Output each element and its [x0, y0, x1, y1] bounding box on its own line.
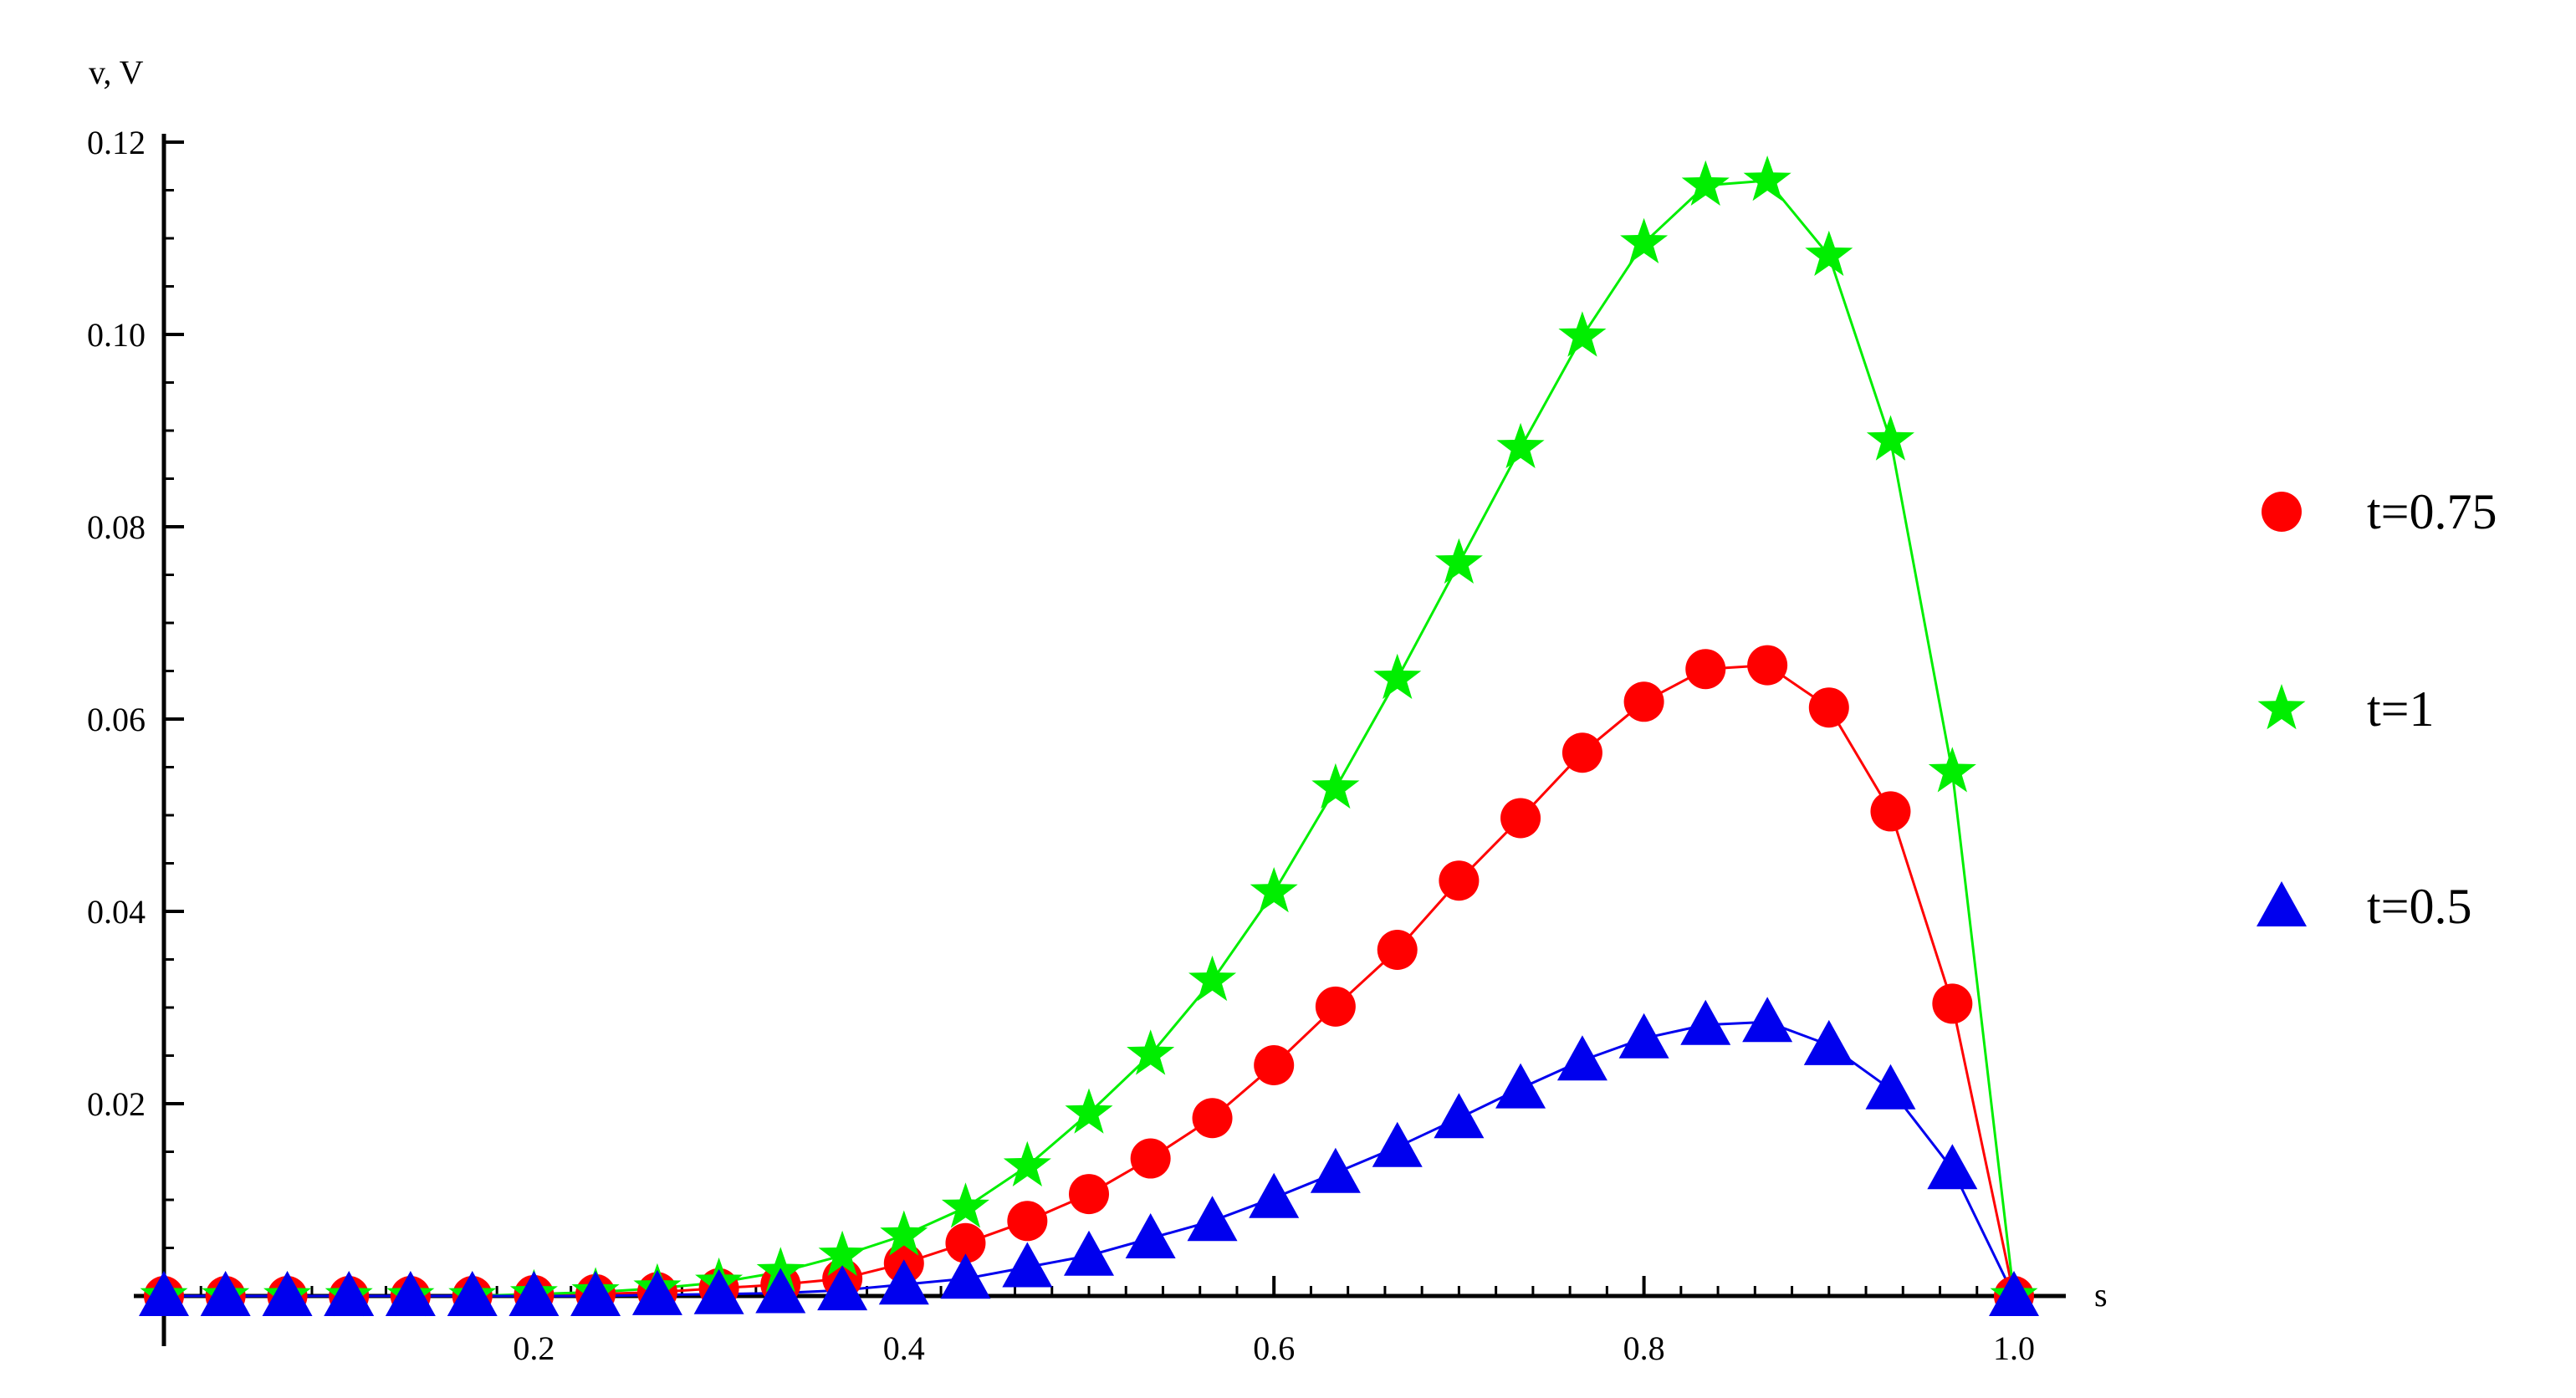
x-tick-label: 0.2: [513, 1329, 555, 1367]
series-line-star: [164, 179, 2016, 1298]
data-point-star: [1743, 156, 1791, 202]
data-point-triangle: [1064, 1230, 1114, 1276]
y-tick-label: 0.12: [87, 124, 146, 161]
legend-label: t=1: [2367, 681, 2435, 737]
data-point-triangle: [509, 1271, 560, 1316]
data-point-star: [1681, 160, 1730, 206]
data-point-circle: [1685, 649, 1726, 690]
data-point-triangle: [1125, 1213, 1176, 1258]
data-point-triangle: [1556, 1035, 1607, 1081]
data-point-triangle: [1002, 1242, 1053, 1288]
data-point-circle: [1932, 983, 1973, 1024]
legend-marker-circle: [2262, 492, 2302, 532]
y-axis-label: v, V: [89, 54, 144, 91]
data-point-star: [1805, 230, 1853, 276]
series-markers: [139, 156, 2039, 1317]
data-point-circle: [1069, 1174, 1109, 1215]
legend-label: t=0.75: [2367, 484, 2497, 539]
data-point-triangle: [940, 1253, 991, 1299]
y-tick-label: 0.10: [87, 316, 146, 354]
data-point-star: [1558, 311, 1607, 357]
data-point-triangle: [200, 1271, 251, 1316]
data-point-triangle: [570, 1271, 621, 1316]
data-point-star: [1127, 1029, 1175, 1075]
data-point-circle: [1007, 1201, 1048, 1242]
data-point-triangle: [1742, 997, 1793, 1043]
data-point-triangle: [1865, 1064, 1916, 1110]
data-point-triangle: [878, 1259, 929, 1305]
y-tick-label: 0.04: [87, 893, 146, 931]
data-point-triangle: [631, 1269, 682, 1315]
data-point-triangle: [447, 1271, 498, 1316]
data-point-circle: [1808, 687, 1849, 728]
data-point-triangle: [139, 1271, 189, 1316]
legend-label: t=0.5: [2367, 879, 2472, 934]
data-point-triangle: [1680, 999, 1731, 1045]
data-point-triangle: [1372, 1121, 1423, 1167]
data-point-triangle: [262, 1271, 313, 1316]
x-tick-label: 0.6: [1253, 1329, 1295, 1367]
data-point-star: [941, 1182, 989, 1228]
data-point-triangle: [1989, 1271, 2039, 1316]
data-point-circle: [1561, 732, 1602, 773]
axes: 0.2 0.4 0.6 0.8 1.0 0.02 0.04 0.06 0.08 0.10 0.12 v…: [87, 54, 2108, 1367]
data-point-star: [1003, 1140, 1051, 1186]
data-point-circle: [1747, 645, 1788, 686]
data-point-triangle: [1618, 1013, 1669, 1059]
data-point-triangle: [385, 1271, 436, 1316]
data-point-star: [1620, 217, 1669, 263]
data-point-star: [1311, 763, 1360, 809]
data-point-star: [818, 1230, 866, 1276]
legend: t=0.75 t=1 t=0.5: [2257, 484, 2497, 934]
x-tick-label: 1.0: [1993, 1329, 2035, 1367]
data-point-triangle: [1803, 1019, 1854, 1065]
y-tick-label: 0.08: [87, 508, 146, 546]
x-tick-label: 0.4: [883, 1329, 925, 1367]
data-point-circle: [1377, 930, 1418, 970]
data-point-circle: [1254, 1045, 1295, 1085]
data-point-circle: [1439, 860, 1480, 901]
data-point-star: [1188, 955, 1237, 1002]
y-tick-label: 0.02: [87, 1085, 146, 1123]
data-point-triangle: [1927, 1144, 1978, 1190]
data-point-star: [1065, 1088, 1113, 1134]
legend-marker-star: [2257, 684, 2306, 730]
data-point-triangle: [324, 1271, 375, 1316]
data-point-star: [1866, 415, 1914, 461]
data-point-triangle: [1249, 1172, 1300, 1218]
data-point-star: [1496, 422, 1545, 468]
data-point-circle: [1315, 986, 1356, 1027]
data-point-circle: [1623, 681, 1664, 722]
legend-marker-triangle: [2257, 881, 2307, 926]
data-point-circle: [1130, 1138, 1171, 1179]
data-point-triangle: [1187, 1196, 1238, 1242]
data-point-triangle: [755, 1268, 806, 1314]
data-point-circle: [1500, 798, 1541, 839]
data-point-star: [1928, 747, 1976, 793]
data-point-star: [1434, 538, 1483, 584]
data-point-circle: [1870, 791, 1911, 832]
data-point-star: [880, 1210, 928, 1256]
data-point-star: [1250, 867, 1298, 913]
data-point-star: [1373, 653, 1422, 699]
data-point-circle: [1192, 1098, 1233, 1139]
data-point-circle: [945, 1222, 986, 1263]
y-tick-label: 0.06: [87, 701, 146, 738]
data-point-triangle: [817, 1265, 868, 1311]
data-point-triangle: [1434, 1093, 1485, 1139]
data-point-triangle: [1495, 1063, 1546, 1109]
series-lines: [164, 179, 2016, 1298]
x-axis-label: s: [2094, 1276, 2108, 1314]
x-tick-label: 0.8: [1623, 1329, 1665, 1367]
data-point-triangle: [693, 1268, 744, 1314]
data-point-triangle: [1310, 1147, 1361, 1193]
